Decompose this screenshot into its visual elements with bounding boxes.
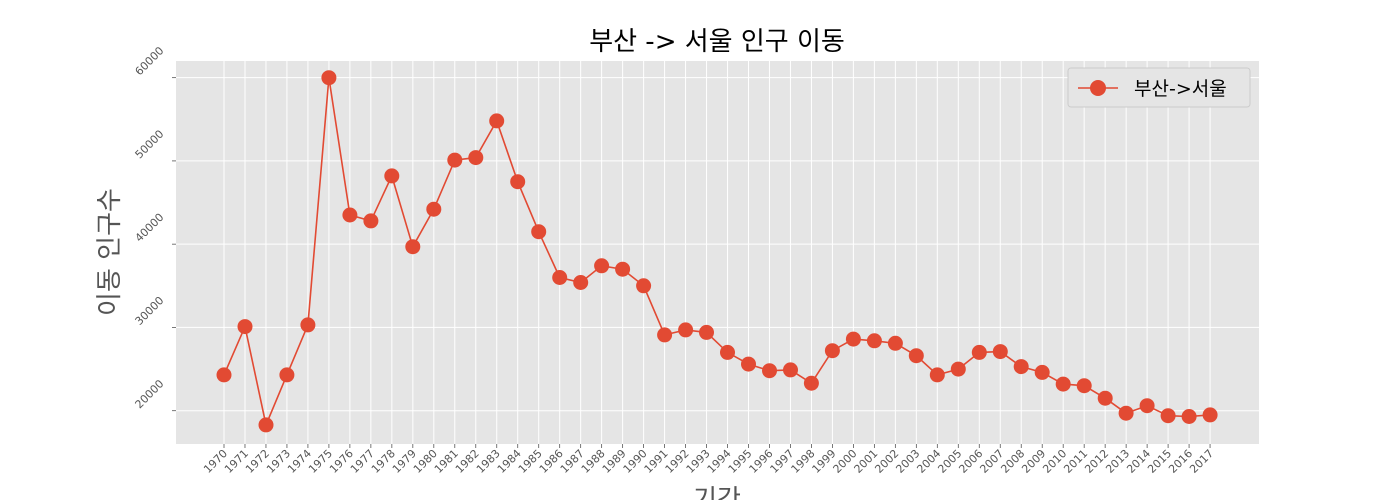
data-point-1998 [803, 375, 819, 391]
data-point-1970 [216, 367, 232, 383]
data-point-1995 [741, 356, 756, 372]
grid [176, 61, 1259, 444]
data-point-2014 [1139, 398, 1155, 414]
data-point-2007 [992, 344, 1008, 360]
data-point-1985 [531, 224, 547, 240]
legend: 부산->서울 [1067, 67, 1251, 108]
data-point-2013 [1118, 405, 1134, 421]
data-point-2002 [887, 335, 903, 351]
y-ticks: 20000 30000 40000 50000 60000 [133, 44, 176, 411]
data-point-1986 [552, 270, 568, 285]
data-point-1982 [468, 150, 484, 166]
data-point-1993 [699, 324, 714, 340]
y-axis-label: 이동 인구수 [95, 188, 125, 316]
data-point-1987 [573, 275, 589, 290]
data-point-2008 [1013, 359, 1029, 375]
y-tick-label: 50000 [133, 127, 167, 161]
data-point-2003 [908, 348, 924, 364]
data-point-1976 [342, 207, 358, 223]
data-point-1977 [363, 213, 379, 229]
data-point-1988 [594, 258, 610, 274]
data-point-1983 [489, 113, 505, 129]
y-tick-label: 20000 [133, 377, 167, 411]
data-point-2006 [971, 344, 987, 360]
data-point-2009 [1034, 364, 1050, 380]
chart-title: 부산 -> 서울 인구 이동 [589, 27, 845, 57]
data-point-1996 [762, 363, 777, 379]
data-point-1973 [279, 367, 295, 383]
data-point-2016 [1181, 409, 1197, 424]
data-point-1992 [678, 322, 694, 338]
x-tick-label: 2017 [1187, 447, 1216, 476]
series-markers [216, 70, 1218, 433]
data-point-1979 [405, 239, 421, 255]
y-tick-label: 40000 [133, 211, 167, 245]
data-point-1999 [824, 343, 840, 359]
data-point-2001 [866, 333, 882, 349]
data-point-1990 [636, 278, 652, 294]
data-point-1989 [615, 261, 631, 277]
x-ticks: 1970197119721973197419751976197719781979… [201, 444, 1216, 476]
data-point-1994 [720, 344, 735, 360]
data-point-1997 [783, 362, 798, 378]
data-point-1974 [300, 317, 316, 333]
data-point-2005 [950, 361, 966, 377]
data-point-2012 [1097, 390, 1113, 406]
data-point-1978 [384, 168, 400, 184]
data-point-1991 [657, 327, 673, 343]
legend-marker [1090, 80, 1106, 96]
y-tick-label: 30000 [133, 294, 167, 328]
data-point-1981 [447, 152, 463, 168]
plot-area [176, 61, 1259, 444]
x-axis-label: 기간 [693, 485, 741, 500]
data-point-1984 [510, 174, 526, 190]
data-point-2004 [929, 367, 945, 383]
data-point-2015 [1160, 408, 1176, 424]
legend-label: 부산->서울 [1134, 78, 1227, 100]
data-point-2017 [1202, 407, 1218, 423]
data-point-2000 [845, 331, 861, 347]
data-point-1975 [321, 70, 337, 86]
data-point-2011 [1076, 378, 1092, 394]
data-point-1980 [426, 201, 442, 217]
y-tick-label: 60000 [133, 44, 167, 78]
legend-box [1067, 67, 1251, 108]
data-point-1972 [258, 417, 274, 433]
data-point-1971 [237, 319, 253, 335]
data-point-2010 [1055, 376, 1071, 392]
